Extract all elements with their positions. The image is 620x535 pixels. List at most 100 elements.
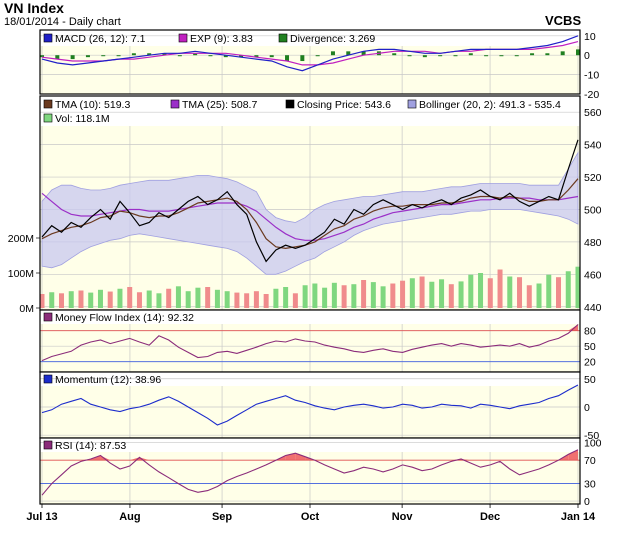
volume-bar	[575, 266, 581, 308]
volume-bar	[458, 281, 464, 308]
chart-subtitle: 18/01/2014 - Daily chart	[4, 16, 121, 28]
overbought-fill	[568, 449, 578, 461]
volume-bar	[302, 285, 308, 308]
tma10-line	[41, 178, 579, 250]
legend-swatch	[43, 312, 53, 322]
divergence-bar	[300, 55, 305, 62]
rsi-legend-bg	[40, 438, 580, 452]
x-tick-label: Sep	[212, 511, 232, 523]
legend-label: TMA (25): 508.7	[182, 99, 257, 111]
y-tick-label: 10	[584, 31, 596, 43]
rsi-line	[41, 449, 579, 496]
y-tick-label: 0	[584, 50, 590, 62]
volume-bar	[517, 277, 523, 308]
divergence-bar	[254, 55, 259, 58]
legend-swatch	[278, 33, 288, 43]
y-tick-label: 50	[584, 341, 596, 353]
volume-bar	[322, 287, 328, 308]
volume-bar	[380, 286, 386, 308]
legend-swatch	[43, 33, 53, 43]
y-tick-label: 540	[584, 140, 602, 152]
volume-bar	[351, 284, 357, 308]
y-tick-label: 80	[584, 326, 596, 338]
y-tick-label: 440	[584, 302, 602, 314]
volume-bar	[468, 274, 474, 308]
volume-bar	[507, 276, 513, 308]
divergence-bar	[392, 53, 397, 56]
legend-label: Vol: 118.1M	[55, 113, 110, 125]
y-tick-label: -10	[584, 70, 599, 82]
y-tick-label: 30	[584, 479, 596, 491]
volume-bar	[136, 292, 142, 308]
volume-bar	[205, 287, 211, 308]
volume-bar	[419, 276, 425, 308]
divergence-bar	[70, 55, 75, 60]
volume-bar	[224, 291, 230, 308]
y-tick-label: -20	[584, 89, 599, 101]
divergence-bar	[560, 51, 565, 56]
legend-label: EXP (9): 3.83	[190, 33, 253, 45]
overbought-fill	[295, 453, 306, 461]
volume-bar	[448, 284, 454, 308]
volume-bar	[331, 282, 337, 308]
bollinger-band	[41, 151, 579, 275]
divergence-bar	[131, 53, 136, 56]
volume-bar	[409, 278, 415, 308]
y-tick-label: 480	[584, 237, 602, 249]
divergence-bar	[55, 55, 60, 60]
volume-bar	[78, 290, 84, 308]
divergence-bar	[85, 55, 90, 58]
volume-bar	[58, 293, 64, 308]
volume-bar	[487, 278, 493, 308]
volume-bar	[546, 274, 552, 308]
divergence-bar	[514, 55, 519, 57]
volume-bar	[175, 286, 181, 308]
momentum-line	[41, 384, 579, 426]
divergence-bar	[239, 55, 244, 58]
mfi-line	[41, 324, 579, 362]
legend-label: Money Flow Index (14): 92.32	[55, 312, 194, 324]
legend-swatch	[43, 113, 53, 123]
volume-bar	[341, 285, 347, 308]
volume-bar	[68, 291, 74, 308]
volume-bar	[185, 291, 191, 308]
divergence-bar	[453, 55, 458, 57]
divergence-bar	[101, 55, 106, 57]
x-tick-label: Aug	[119, 511, 140, 523]
legend-label: RSI (14): 87.53	[55, 440, 126, 452]
volume-bar	[556, 277, 562, 308]
volume-bar	[253, 291, 259, 308]
divergence-bar	[422, 55, 427, 58]
y-tick-label: 0	[584, 402, 590, 414]
volume-bar	[526, 285, 532, 308]
overbought-fill	[285, 453, 296, 461]
y-tick-label: 560	[584, 107, 602, 119]
volume-bar	[439, 279, 445, 308]
volume-bar	[478, 273, 484, 308]
volume-bar	[195, 287, 201, 308]
volume-bar	[146, 290, 152, 308]
divergence-bar	[269, 55, 274, 58]
volume-bar	[244, 293, 250, 308]
brand-label: VCBS	[545, 13, 582, 28]
divergence-bar	[208, 55, 213, 57]
volume-bar	[370, 282, 376, 308]
legend-swatch	[43, 374, 53, 384]
volume-bar	[536, 283, 542, 308]
volume-bar	[292, 293, 298, 308]
divergence-bar	[285, 55, 290, 62]
divergence-bar	[162, 53, 167, 56]
volume-bar	[214, 289, 220, 308]
divergence-bar	[361, 51, 366, 56]
volume-bar	[117, 288, 123, 308]
volume-bar	[390, 283, 396, 308]
divergence-bar	[499, 55, 504, 57]
closing-price-line	[41, 139, 579, 263]
x-tick-label: Jan 14	[561, 511, 596, 523]
volume-bar	[156, 293, 162, 308]
divergence-bar	[223, 55, 228, 58]
legend-swatch	[407, 99, 417, 109]
volume-bar	[107, 291, 113, 308]
y-tick-label: -50	[584, 430, 599, 442]
